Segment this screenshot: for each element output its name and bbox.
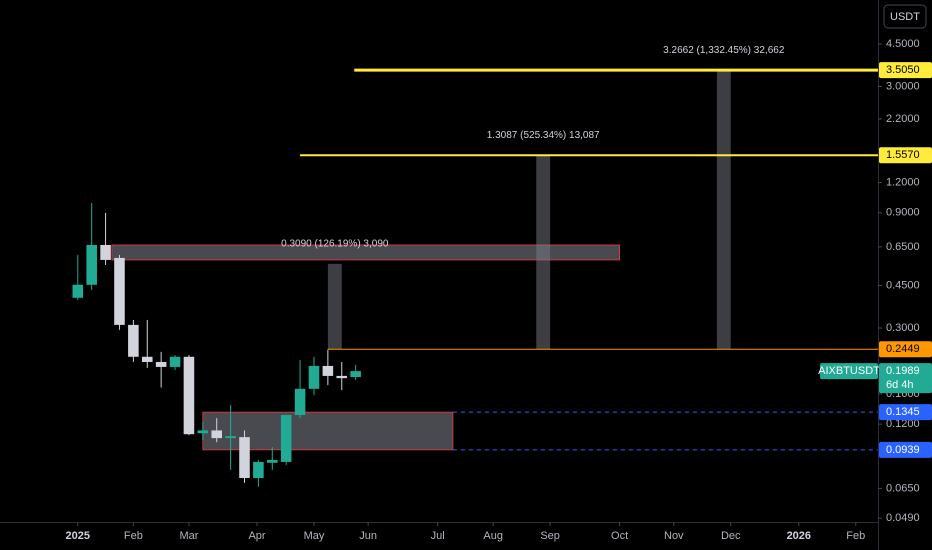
x-tick-label: Sep bbox=[540, 530, 560, 542]
candle-body bbox=[114, 257, 125, 325]
x-tick-label: Oct bbox=[611, 530, 628, 542]
level-label: 1.5570 bbox=[886, 149, 920, 161]
y-tick-label: 2.2000 bbox=[886, 113, 920, 125]
symbol-label: AIXBTUSDT bbox=[818, 365, 880, 377]
zone bbox=[111, 244, 621, 261]
candle-body bbox=[211, 430, 223, 439]
projection-bar bbox=[716, 70, 731, 350]
candle-body bbox=[141, 356, 153, 362]
level-badge bbox=[879, 147, 932, 164]
candle-body bbox=[169, 356, 181, 367]
candle-body bbox=[86, 244, 97, 285]
projection-label: 0.3090 (126.19%) 3,090 bbox=[281, 238, 389, 249]
level-badge bbox=[879, 341, 932, 358]
x-tick-label: Apr bbox=[248, 530, 265, 542]
y-tick-label: 4.5000 bbox=[886, 38, 920, 50]
x-tick-label: 2026 bbox=[787, 530, 811, 542]
candle-body bbox=[183, 356, 195, 435]
x-tick-label: Jun bbox=[359, 530, 377, 542]
y-tick-label: 0.3000 bbox=[886, 322, 920, 334]
y-tick-label: 1.2000 bbox=[886, 176, 920, 188]
candle-body bbox=[350, 371, 361, 378]
currency-button[interactable] bbox=[883, 4, 927, 29]
candle-body bbox=[267, 459, 278, 463]
y-tick-label: 0.0650 bbox=[886, 482, 920, 494]
price-badge bbox=[879, 363, 932, 394]
candle-body bbox=[100, 244, 111, 260]
x-tick-label: 2025 bbox=[66, 530, 90, 542]
candle-body bbox=[253, 461, 264, 478]
candle-body bbox=[336, 375, 348, 379]
x-tick-label: Feb bbox=[124, 530, 143, 542]
y-tick-label: 0.9000 bbox=[886, 207, 920, 219]
candle-body bbox=[197, 430, 209, 434]
candle-body bbox=[72, 284, 84, 298]
level-label: 0.2449 bbox=[886, 343, 920, 355]
y-tick-label: 0.1200 bbox=[886, 418, 920, 430]
y-tick-label: 3.0000 bbox=[886, 80, 920, 92]
candle-body bbox=[308, 365, 320, 389]
candle-body bbox=[128, 324, 139, 357]
x-tick-label: Dec bbox=[721, 530, 741, 542]
x-tick-label: May bbox=[304, 530, 325, 542]
candle-body bbox=[280, 414, 292, 462]
countdown: 6d 4h bbox=[886, 379, 914, 391]
projection-bar bbox=[536, 155, 551, 350]
symbol-badge bbox=[820, 363, 878, 380]
price-label: 0.1989 bbox=[886, 365, 920, 377]
x-tick-label: Aug bbox=[483, 530, 503, 542]
currency[interactable]: USDT bbox=[890, 11, 920, 23]
y-tick-label: 0.0490 bbox=[886, 512, 920, 524]
level-label: 3.5050 bbox=[886, 64, 920, 76]
y-tick-label: 0.6500 bbox=[886, 241, 920, 253]
x-tick-label: Feb bbox=[846, 530, 865, 542]
x-tick-label: Jul bbox=[431, 530, 445, 542]
level-badge bbox=[879, 404, 932, 421]
candle-body bbox=[155, 361, 167, 367]
x-tick-label: Nov bbox=[664, 530, 684, 542]
candle-body bbox=[225, 436, 236, 439]
level-badge bbox=[879, 441, 932, 458]
x-tick-label: Mar bbox=[179, 530, 198, 542]
level-label: 0.0939 bbox=[886, 444, 920, 456]
projection-bar bbox=[327, 263, 342, 350]
y-tick-label: 0.4500 bbox=[886, 279, 920, 291]
projection-label: 3.2662 (1,332.45%) 32,662 bbox=[663, 45, 785, 56]
projection-label: 1.3087 (525.34%) 13,087 bbox=[487, 130, 600, 141]
candle-body bbox=[322, 365, 334, 376]
candle-body bbox=[239, 437, 250, 478]
level-label: 0.1345 bbox=[886, 406, 920, 418]
level-badge bbox=[879, 62, 932, 79]
candle-body bbox=[294, 388, 306, 415]
